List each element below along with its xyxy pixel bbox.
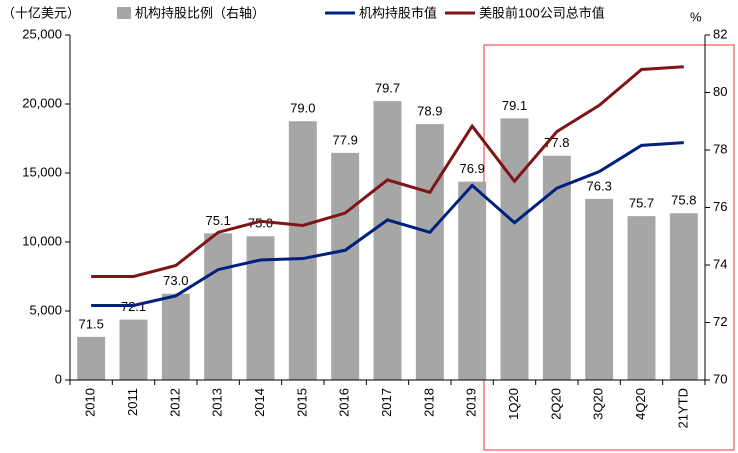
- bar: [627, 216, 656, 380]
- y2-tick-label: 78: [713, 141, 727, 156]
- bar: [415, 124, 444, 380]
- data-label: 76.9: [460, 161, 485, 176]
- x-tick-label: 1Q20: [506, 388, 521, 420]
- bar: [331, 152, 360, 380]
- bar: [246, 236, 275, 380]
- y2-unit-label: %: [690, 9, 702, 24]
- data-label: 78.9: [417, 104, 442, 119]
- line: [91, 141, 684, 307]
- y-unit-label: （十亿美元）: [2, 5, 80, 20]
- x-tick-label: 2016: [337, 388, 352, 417]
- y2-tick-label: 70: [713, 371, 727, 386]
- bar: [161, 293, 190, 380]
- bar: [542, 155, 571, 380]
- legend-label: 美股前100公司总市值: [479, 5, 605, 20]
- y2-tick-label: 74: [713, 256, 727, 271]
- data-label: 79.1: [502, 98, 527, 113]
- bar: [204, 233, 233, 380]
- x-tick-label: 2013: [210, 388, 225, 417]
- bar: [585, 198, 614, 380]
- line: [91, 65, 684, 278]
- data-label: 75.8: [671, 193, 696, 208]
- y-tick-label: 15,000: [22, 164, 62, 179]
- x-tick-label: 2014: [252, 388, 267, 417]
- y2-tick-label: 82: [713, 26, 727, 41]
- y2-tick-label: 72: [713, 314, 727, 329]
- x-tick-label: 4Q20: [633, 388, 648, 420]
- x-tick-label: 2017: [379, 388, 394, 417]
- y2-tick-label: 80: [713, 84, 727, 99]
- data-label: 75.7: [629, 196, 654, 211]
- data-label: 79.7: [375, 81, 400, 96]
- y-tick-label: 25,000: [22, 26, 62, 41]
- y-tick-label: 0: [55, 371, 62, 386]
- data-label: 75.1: [206, 213, 231, 228]
- x-tick-label: 2010: [83, 388, 98, 417]
- y-tick-label: 20,000: [22, 95, 62, 110]
- x-tick-label: 2011: [125, 388, 140, 416]
- data-label: 79.0: [290, 101, 315, 116]
- x-tick-label: 3Q20: [591, 388, 606, 420]
- data-label: 77.9: [333, 132, 358, 147]
- y-tick-label: 10,000: [22, 233, 62, 248]
- legend-label: 机构持股比例（右轴）: [135, 5, 265, 20]
- data-label: 76.3: [587, 178, 612, 193]
- x-tick-label: 2012: [167, 388, 182, 417]
- x-tick-label: 2018: [421, 388, 436, 417]
- x-tick-label: 2Q20: [548, 388, 563, 420]
- data-label: 71.5: [79, 316, 104, 331]
- legend-label: 机构持股市值: [359, 5, 437, 20]
- x-tick-label: 2019: [464, 388, 479, 417]
- y-tick-label: 5,000: [29, 302, 62, 317]
- bar: [500, 118, 529, 380]
- bar: [77, 336, 106, 380]
- data-label: 73.0: [163, 273, 188, 288]
- data-label: 75.0: [248, 216, 273, 231]
- bar: [373, 101, 402, 380]
- x-tick-label: 2015: [294, 388, 309, 417]
- y2-tick-label: 76: [713, 199, 727, 214]
- bar: [288, 121, 317, 380]
- bar: [458, 181, 487, 380]
- x-tick-label: 21YTD: [675, 388, 690, 428]
- bar: [669, 213, 698, 380]
- bar: [119, 319, 148, 380]
- legend-swatch: [117, 7, 131, 19]
